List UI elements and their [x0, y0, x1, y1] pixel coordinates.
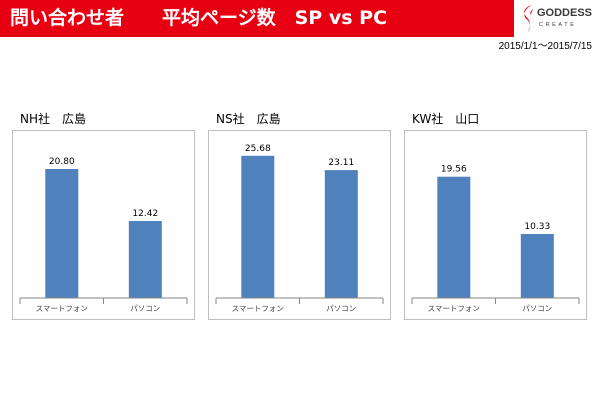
data-label: 23.11 — [328, 158, 354, 168]
goddess-swirl-icon — [524, 5, 534, 33]
bar — [437, 176, 471, 298]
bar — [324, 170, 358, 298]
bar-chart: 19.56 スマートフォン 10.33 パソコン — [411, 165, 580, 313]
category-label: パソコン — [522, 304, 552, 313]
slide-title: 問い合わせ者 平均ページ数 SP vs PC — [10, 7, 388, 29]
bar — [241, 155, 275, 298]
bar — [520, 234, 554, 298]
category-label: スマートフォン — [232, 304, 284, 313]
bar-chart: 25.68 スマートフォン 23.11 パソコン — [215, 144, 384, 313]
chart-title: NS社 広島 — [216, 112, 281, 126]
logo-subtitle: CREATE — [539, 22, 577, 28]
company-logo: GODDESS CREATE — [514, 0, 600, 37]
date-range: 2015/1/1～2015/7/15 — [498, 41, 592, 52]
bar-chart: 20.80 スマートフォン 12.42 パソコン — [19, 157, 188, 313]
bar — [128, 221, 162, 298]
category-label: スマートフォン — [36, 304, 88, 313]
chart-title: NH社 広島 — [20, 112, 87, 126]
chart-box: 20.80 スマートフォン 12.42 パソコン — [12, 130, 195, 320]
chart-box: 19.56 スマートフォン 10.33 パソコン — [404, 130, 587, 320]
data-label: 20.80 — [49, 157, 75, 167]
category-label: スマートフォン — [428, 304, 480, 313]
data-label: 19.56 — [441, 165, 467, 175]
category-label: パソコン — [326, 304, 356, 313]
chart-panel-ns: NS社 広島 25.68 スマートフォン 23.11 パソコン — [208, 108, 391, 320]
chart-panel-nh: NH社 広島 20.80 スマートフォン 12.42 パソコン — [12, 108, 195, 320]
chart-title: KW社 山口 — [412, 112, 480, 126]
chart-box: 25.68 スマートフォン 23.11 パソコン — [208, 130, 391, 320]
chart-panel-kw: KW社 山口 19.56 スマートフォン 10.33 パソコン — [404, 108, 587, 320]
bar — [45, 169, 79, 298]
logo-name: GODDESS — [537, 7, 593, 19]
header-bar: 問い合わせ者 平均ページ数 SP vs PC — [0, 0, 600, 37]
data-label: 25.68 — [245, 144, 271, 154]
category-label: パソコン — [130, 304, 160, 313]
data-label: 10.33 — [524, 222, 550, 232]
data-label: 12.42 — [132, 209, 158, 219]
